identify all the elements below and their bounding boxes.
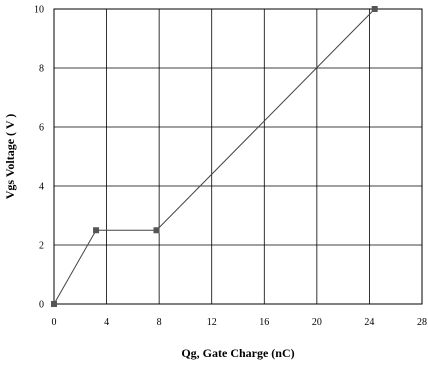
x-tick-label: 4 <box>104 317 109 328</box>
x-tick-label: 8 <box>157 317 162 328</box>
x-tick-label: 24 <box>364 317 374 328</box>
data-point-marker <box>153 227 160 234</box>
y-tick-label: 4 <box>39 182 44 193</box>
y-tick-label: 0 <box>39 300 44 311</box>
series-layer <box>51 6 378 307</box>
y-tick-label: 2 <box>39 241 44 252</box>
x-tick-label: 28 <box>417 317 427 328</box>
y-tick-label: 6 <box>39 123 44 134</box>
data-point-marker <box>371 6 378 12</box>
grid-lines <box>54 9 422 304</box>
series-line <box>53 8 376 305</box>
x-tick-label: 0 <box>52 317 57 328</box>
x-axis-title: Qg, Gate Charge (nC) <box>181 346 294 360</box>
data-point-marker <box>93 227 100 234</box>
data-point-marker <box>51 301 57 307</box>
y-tick-label: 10 <box>34 5 44 16</box>
x-tick-label: 20 <box>312 317 322 328</box>
x-tick-labels: 0 4 8 12 16 20 24 28 <box>52 317 428 328</box>
x-tick-label: 12 <box>207 317 217 328</box>
y-axis-title: Vgs Voltage ( V ) <box>3 114 17 200</box>
y-tick-labels: 0 2 4 6 8 10 <box>34 5 44 311</box>
plot-frame <box>53 8 423 305</box>
x-tick-label: 16 <box>259 317 269 328</box>
y-tick-label: 8 <box>39 64 44 75</box>
